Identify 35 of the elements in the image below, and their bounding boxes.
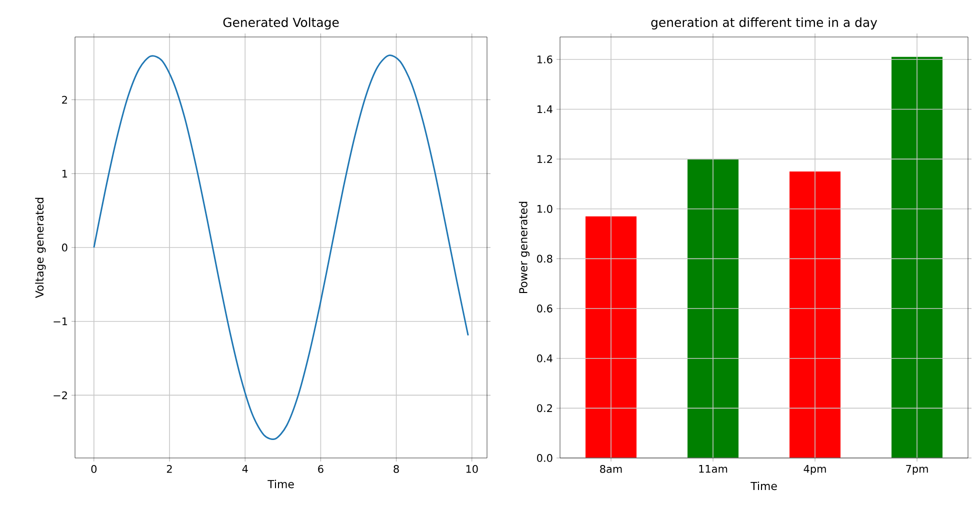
y-axis-title: Power generated (518, 202, 530, 294)
y-tick-label: 0.6 (537, 304, 552, 312)
chart-title: Generated Voltage (223, 17, 339, 30)
y-tick-label: 0 (62, 244, 68, 252)
y-axis-title: Voltage generated (35, 198, 46, 298)
y-tick-label: 0.8 (537, 254, 552, 263)
y-tick-label: −2 (54, 391, 67, 400)
bar (586, 216, 637, 458)
y-tick-label: 2 (62, 96, 67, 104)
y-tick-label: 1.4 (537, 105, 552, 114)
x-tick-label: 10 (466, 465, 478, 473)
line-series (93, 54, 469, 440)
y-tick-label: −1 (54, 318, 68, 326)
y-tick-label: 0.4 (537, 354, 552, 362)
x-axis-title: Time (268, 480, 294, 488)
y-tick-label: 0.0 (537, 454, 552, 462)
y-tick-label: 1 (62, 170, 68, 178)
x-tick-label: 2 (166, 465, 172, 473)
bar (688, 159, 739, 458)
x-tick-label: 8 (394, 465, 399, 473)
x-tick-label: 0 (91, 465, 97, 473)
y-tick-label: 1.6 (537, 55, 552, 64)
chart-title: generation at different time in a day (651, 17, 878, 30)
x-tick-label: 8am (600, 465, 622, 473)
x-tick-label: 11am (699, 465, 728, 473)
x-tick-label: 4 (242, 465, 248, 473)
bar (790, 172, 841, 458)
x-axis-title: Time (750, 482, 777, 490)
x-tick-label: 6 (318, 465, 324, 473)
bar (892, 56, 943, 458)
y-tick-label: 0.2 (537, 404, 552, 412)
y-tick-label: 1.0 (537, 204, 552, 213)
x-tick-label: 4pm (804, 465, 826, 475)
x-tick-label: 7pm (906, 465, 928, 475)
y-tick-label: 1.2 (537, 155, 552, 163)
